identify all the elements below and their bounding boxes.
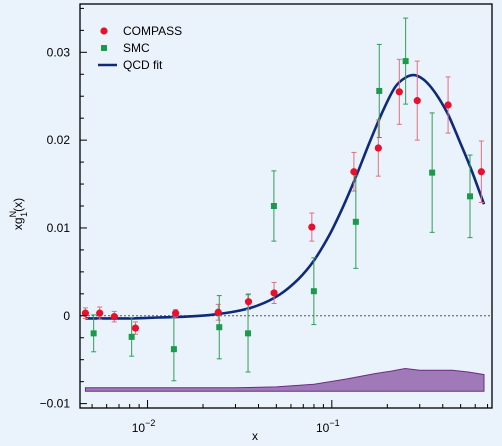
compass-point [444,101,452,109]
x-tick-label-exponent: −1 [329,418,339,428]
smc-point [429,169,436,176]
legend-compass-marker [100,27,108,35]
y-tick-label: −0.01 [40,397,71,411]
uncertainty-band-layer [84,367,485,392]
x-axis-label: x [252,429,258,443]
uncertainty-band [84,367,485,392]
compass-point [172,309,180,317]
compass-point [244,298,253,306]
x-tick-label-base: 10 [316,421,330,435]
y-tick-label: 0.02 [47,133,71,147]
legend-smc-marker [101,45,107,51]
legend-smc-label: SMC [123,41,150,55]
smc-point [352,218,359,225]
legend-compass-label: COMPASS [123,24,182,38]
x-tick-label-exponent: −2 [145,418,155,428]
y-axis-label-subscript: 1 [19,212,29,217]
qcd-fit-layer [85,73,486,320]
smc-point [216,324,223,331]
compass-point [413,97,421,105]
y-tick-label: 0 [63,309,70,323]
compass-point [270,289,278,297]
qcd-fit-curve [85,73,486,320]
x-tick-label: 10−2 [132,418,156,435]
legend: COMPASS SMC QCD fit [98,24,182,72]
compass-point [395,88,403,96]
compass-point [374,144,382,152]
compass-point [214,308,222,316]
y-tick-label: 0.03 [47,45,71,59]
compass-point [96,309,104,317]
x-tick-label-base: 10 [132,421,146,435]
y-tick-label: 0.01 [47,221,71,235]
y-axis-label-superscript: N [8,211,18,218]
smc-point [128,333,135,340]
smc-point [270,203,277,209]
compass-point [81,309,89,317]
y-axis-ticks: −0.01 0 0.01 0.02 0.03 [40,7,87,411]
compass-point [308,223,316,231]
x-tick-label: 10−1 [316,418,340,435]
smc-point [467,193,474,200]
smc-point [90,330,97,337]
compass-point [110,313,118,321]
smc-point [245,330,252,337]
smc-point [310,288,317,295]
y-axis-label-main: xg [11,217,25,230]
y-axis-label-suffix: (x) [11,198,25,212]
legend-fit-label: QCD fit [123,58,163,72]
compass-point [131,324,140,332]
smc-point [402,58,409,65]
markers-layer [81,58,485,353]
smc-point [376,87,383,94]
svg-text:xgN1(x): xgN1(x) [8,198,29,230]
y-axis-label: xgN1(x) [8,198,29,230]
compass-point [477,168,485,176]
compass-point [350,168,358,176]
smc-point [170,346,177,353]
x-axis-ticks: 10−2 10−1 [91,400,489,435]
